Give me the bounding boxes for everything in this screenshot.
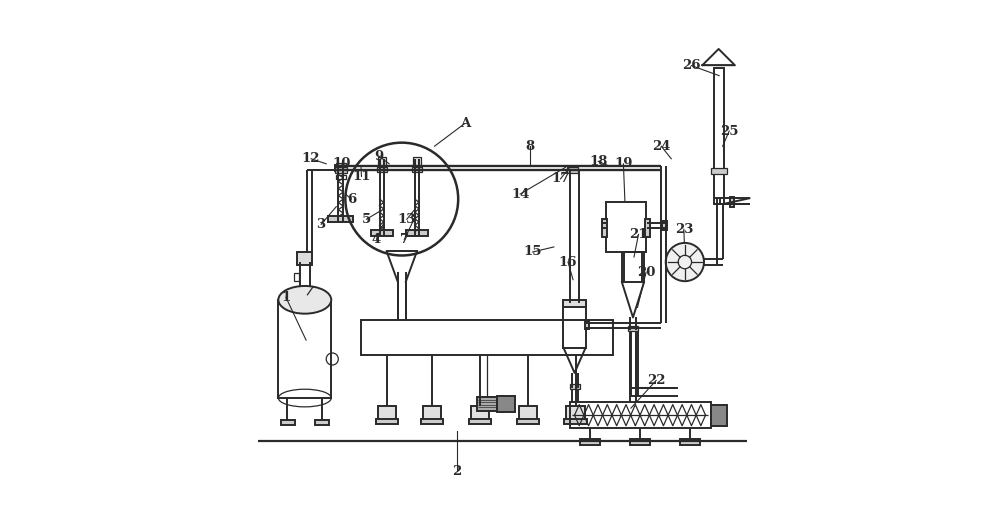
- Bar: [567, 168, 578, 173]
- Text: 23: 23: [675, 223, 693, 236]
- Ellipse shape: [278, 286, 331, 314]
- Text: 1: 1: [281, 291, 291, 304]
- Text: 14: 14: [511, 188, 529, 200]
- Text: 13: 13: [398, 213, 416, 226]
- Bar: [378, 168, 386, 171]
- Bar: [406, 230, 428, 236]
- Bar: [622, 252, 644, 282]
- Text: 26: 26: [682, 59, 701, 72]
- Bar: [469, 419, 491, 424]
- Bar: [377, 168, 387, 172]
- Bar: [336, 163, 346, 173]
- Text: 21: 21: [629, 228, 648, 241]
- Bar: [328, 216, 353, 222]
- Bar: [423, 406, 441, 420]
- Bar: [378, 157, 386, 167]
- Text: 19: 19: [614, 157, 633, 170]
- Bar: [606, 201, 646, 252]
- Bar: [628, 326, 638, 331]
- Bar: [371, 230, 393, 236]
- Text: 2: 2: [453, 465, 462, 478]
- Text: 22: 22: [647, 374, 665, 387]
- Bar: [714, 68, 724, 204]
- Bar: [315, 420, 329, 425]
- Bar: [563, 300, 586, 307]
- Bar: [497, 396, 515, 412]
- Bar: [564, 419, 587, 424]
- Bar: [711, 405, 727, 426]
- Bar: [297, 252, 312, 265]
- Text: 10: 10: [332, 157, 351, 170]
- Text: 7: 7: [400, 233, 409, 246]
- Bar: [413, 157, 421, 167]
- Text: 6: 6: [347, 193, 356, 206]
- Bar: [645, 219, 650, 237]
- Bar: [711, 168, 727, 174]
- Text: 20: 20: [637, 266, 655, 279]
- Text: 18: 18: [589, 155, 607, 168]
- Bar: [335, 167, 347, 173]
- Bar: [335, 166, 338, 171]
- Bar: [580, 439, 600, 445]
- Bar: [281, 420, 295, 425]
- Text: A: A: [460, 117, 470, 130]
- Bar: [471, 406, 489, 420]
- Bar: [570, 384, 580, 389]
- Text: 9: 9: [374, 150, 384, 163]
- Bar: [519, 406, 537, 420]
- Bar: [413, 168, 421, 171]
- Bar: [662, 222, 667, 230]
- Bar: [602, 219, 607, 237]
- Bar: [376, 419, 398, 424]
- Bar: [680, 439, 700, 445]
- Bar: [412, 168, 422, 172]
- Text: 8: 8: [526, 140, 535, 153]
- Bar: [730, 196, 734, 207]
- Text: 11: 11: [352, 170, 371, 183]
- Circle shape: [666, 243, 704, 281]
- Text: 12: 12: [302, 152, 320, 166]
- Text: 15: 15: [523, 246, 542, 259]
- Text: 25: 25: [720, 124, 738, 138]
- Bar: [570, 402, 711, 428]
- Text: 3: 3: [317, 218, 326, 231]
- Bar: [361, 320, 613, 355]
- Text: 5: 5: [362, 213, 371, 226]
- Bar: [294, 273, 299, 281]
- Bar: [378, 406, 396, 420]
- Text: 17: 17: [551, 172, 570, 186]
- Bar: [517, 419, 539, 424]
- Bar: [585, 321, 589, 329]
- Text: 16: 16: [559, 255, 577, 268]
- Bar: [566, 406, 585, 420]
- Bar: [563, 303, 586, 347]
- Text: 4: 4: [372, 233, 381, 246]
- Bar: [278, 300, 331, 398]
- Bar: [421, 419, 443, 424]
- Bar: [477, 396, 497, 411]
- Bar: [630, 439, 650, 445]
- Text: 24: 24: [652, 140, 670, 153]
- Bar: [336, 175, 346, 179]
